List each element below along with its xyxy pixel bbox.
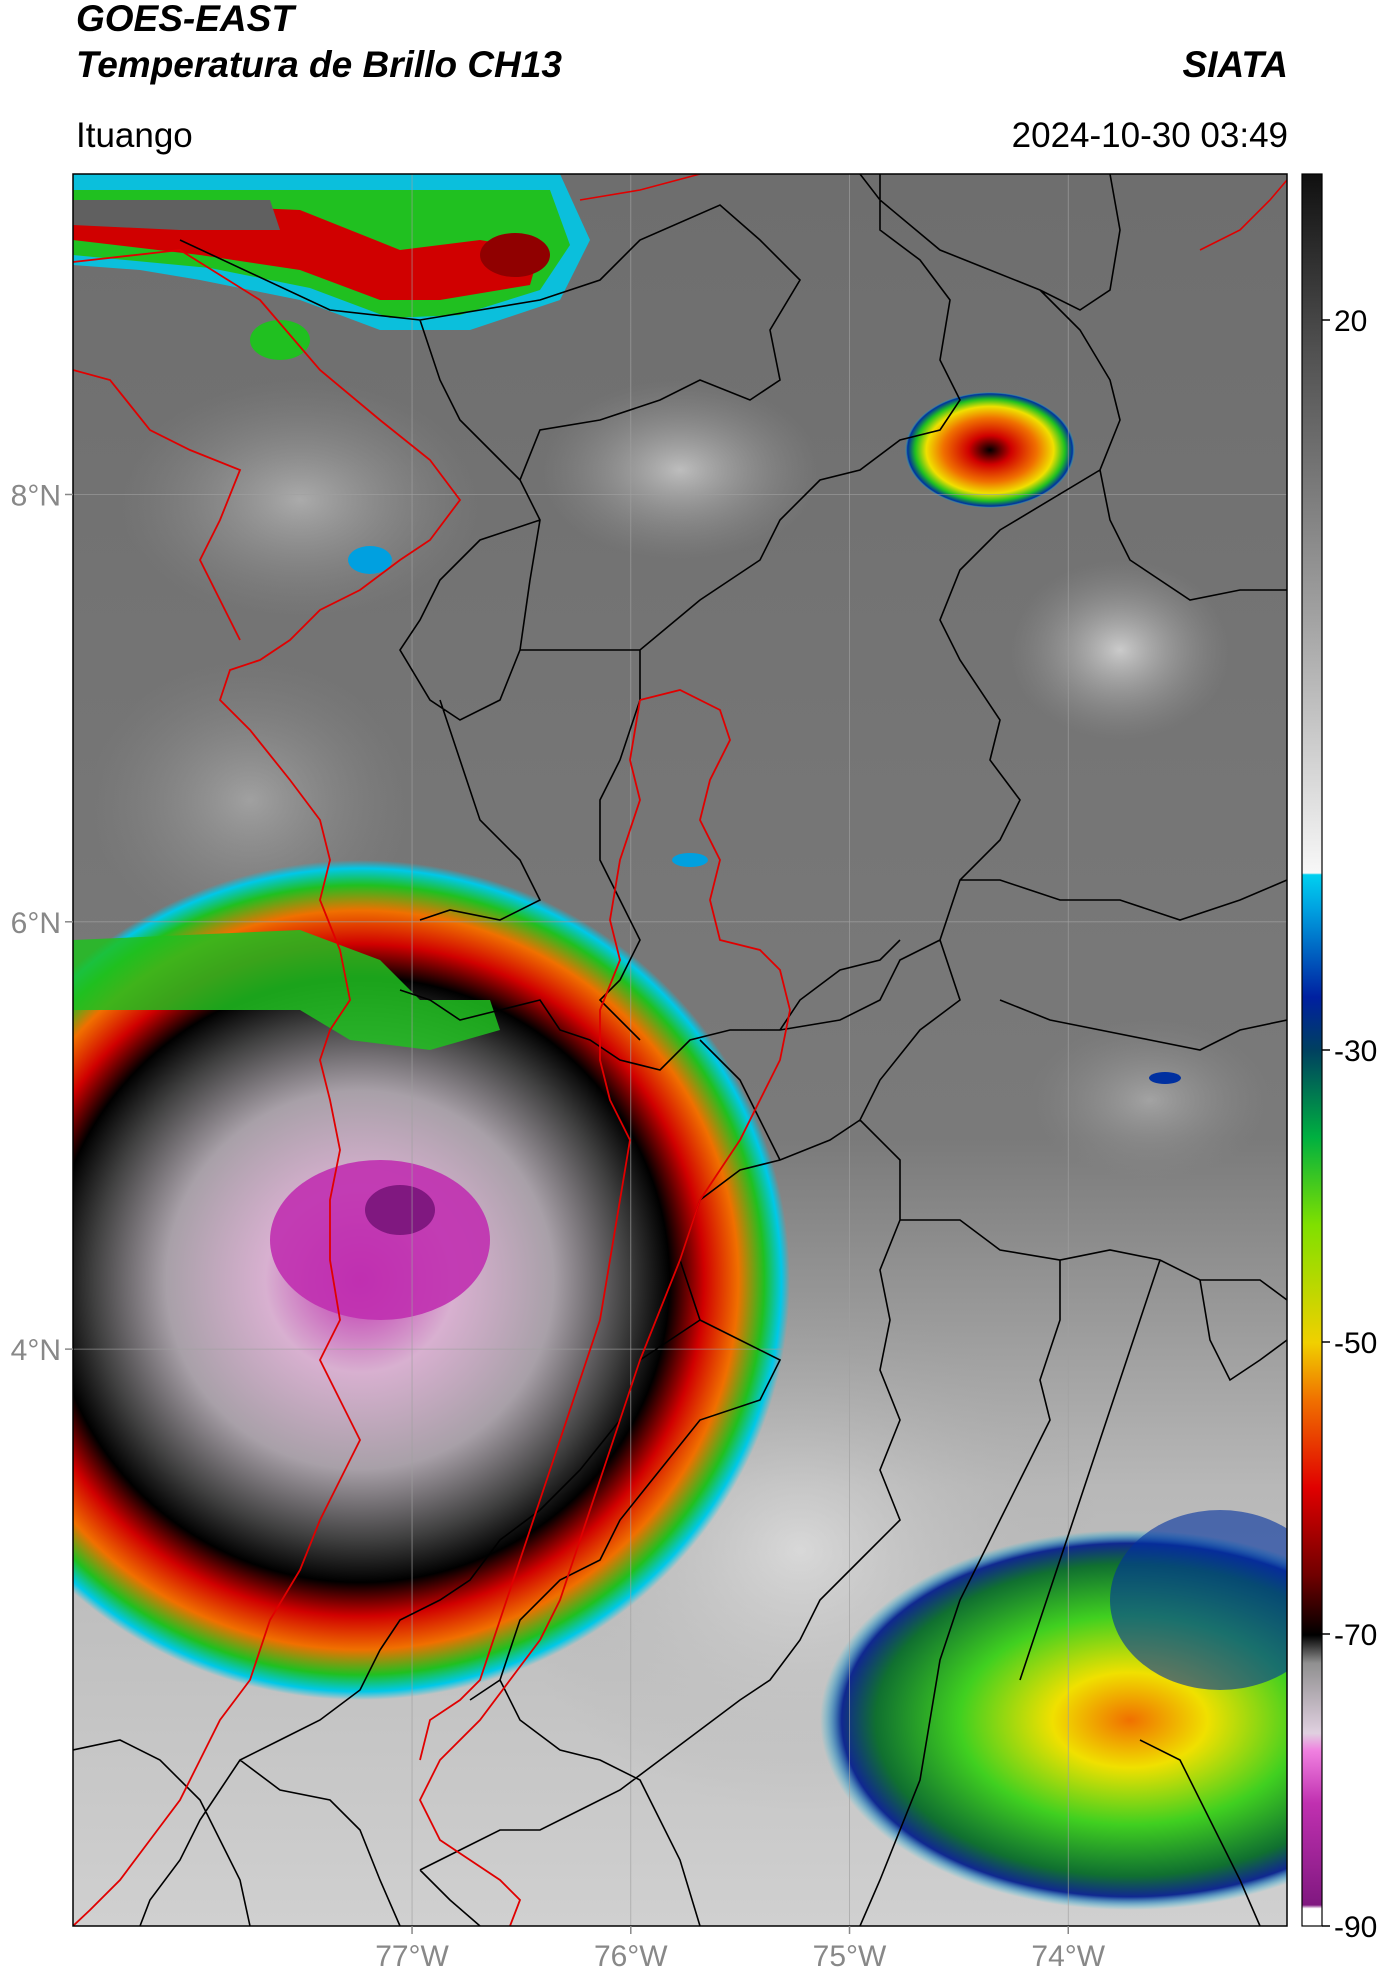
colorbar-ticks: 20 -30 -50 -70 -90 <box>1322 305 1377 1944</box>
panama-border <box>579 174 1287 251</box>
region-label: Ituango <box>76 116 193 155</box>
agency-label: SIATA <box>1182 44 1288 85</box>
colorbar-tick-label: -70 <box>1334 1619 1377 1652</box>
pacific-coastline <box>73 249 462 1926</box>
title-product: Temperatura de Brillo CH13 <box>76 44 562 85</box>
lon-tick-label: 76°W <box>594 1940 668 1973</box>
lat-tick-label: 6°N <box>11 907 61 940</box>
boundaries <box>73 174 1287 1926</box>
colorbar: 20 -30 -50 -70 -90 <box>1301 173 1377 1944</box>
map-frame <box>72 173 1288 1927</box>
latitude-ticks: 8°N 6°N 4°N <box>11 479 73 1367</box>
colorbar-bar <box>1301 173 1323 1927</box>
lon-tick-label: 74°W <box>1031 1940 1105 1973</box>
title-satellite: GOES-EAST <box>76 0 294 39</box>
colorbar-tick-label: -90 <box>1334 1911 1377 1944</box>
ituango-basin-boundary <box>418 689 791 1926</box>
lon-tick-label: 77°W <box>375 1940 449 1973</box>
colorbar-tick-label: -30 <box>1334 1035 1377 1068</box>
lat-tick-label: 4°N <box>11 1334 61 1367</box>
colorbar-tick-label: 20 <box>1334 305 1367 338</box>
map-gridlines <box>73 174 1287 1926</box>
timestamp-label: 2024-10-30 03:49 <box>1011 116 1288 155</box>
colorbar-tick-label: -50 <box>1334 1327 1377 1360</box>
longitude-ticks: 77°W 76°W 75°W 74°W <box>375 1926 1106 1973</box>
lat-tick-label: 8°N <box>11 479 61 512</box>
brightness-temperature-field <box>73 174 1287 1926</box>
lon-tick-label: 75°W <box>813 1940 887 1973</box>
department-boundaries <box>73 174 1287 1926</box>
